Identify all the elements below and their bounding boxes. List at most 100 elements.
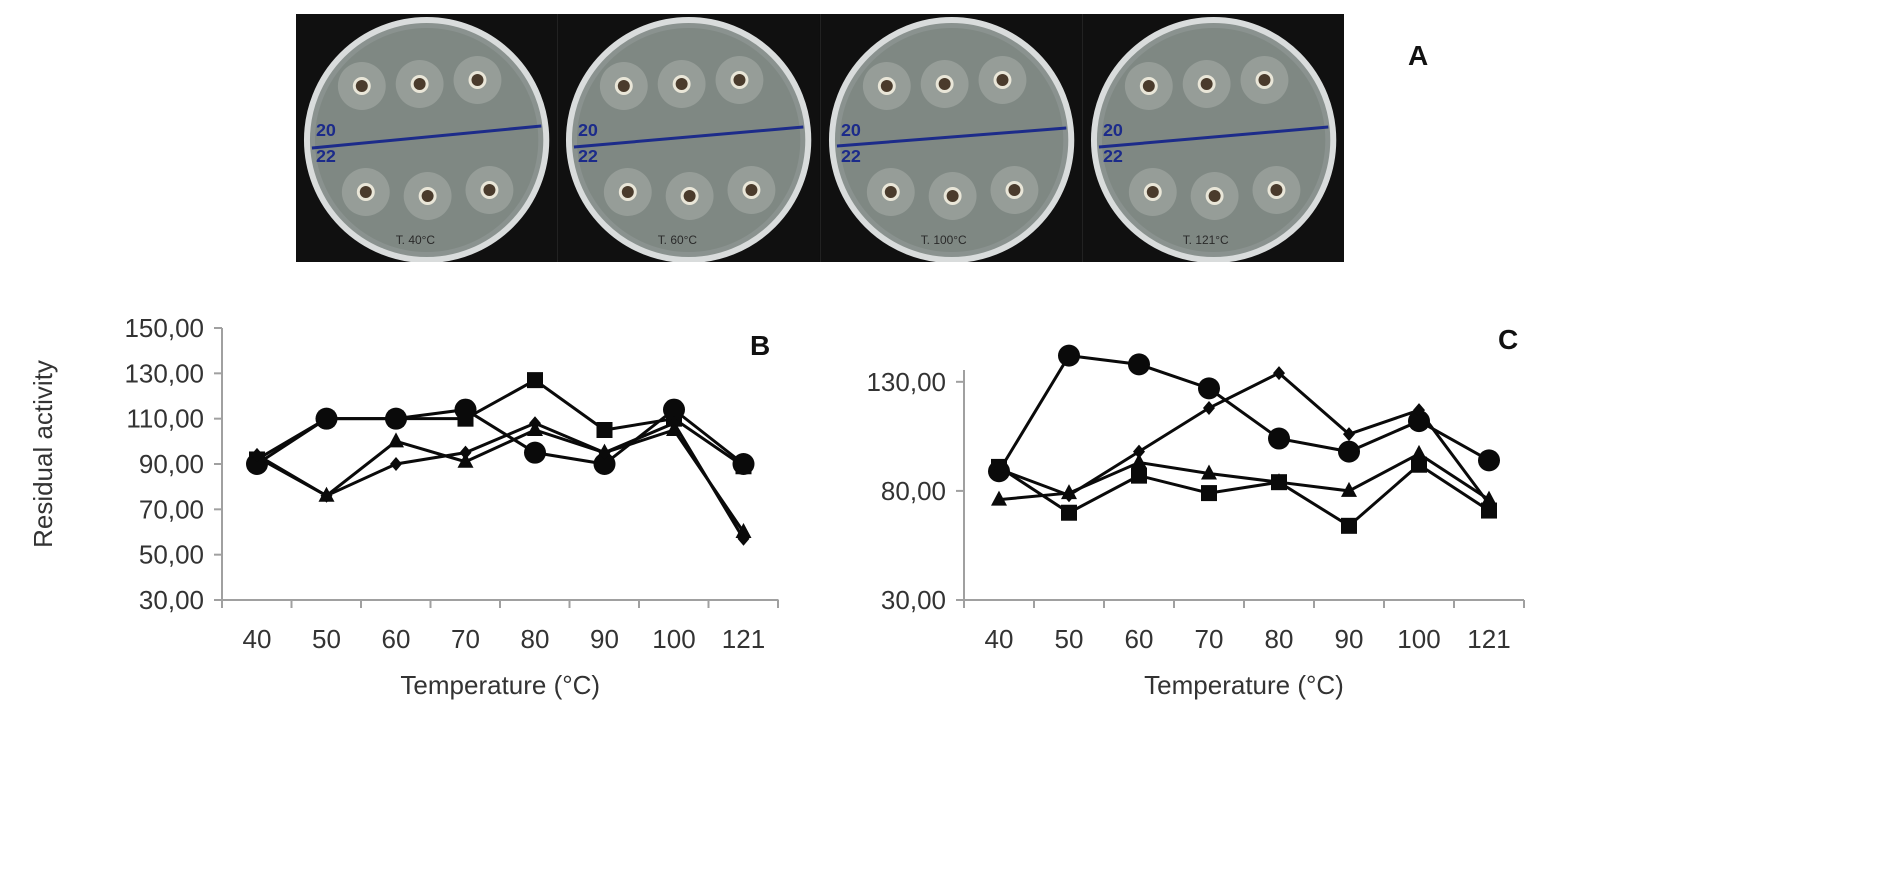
inhibition-zone <box>928 172 977 220</box>
square-marker-icon <box>596 422 613 438</box>
plate-photo: 20 22 T. 121°C <box>1082 14 1344 262</box>
square-marker-icon <box>527 372 543 389</box>
circle-marker-icon <box>1478 449 1500 472</box>
x-tick-label: 100 <box>652 624 695 654</box>
panel-label-b: B <box>750 330 771 361</box>
plate-bottom-label: 22 <box>840 146 860 166</box>
panel-label-a: A <box>1408 40 1429 71</box>
diamond-marker-icon <box>668 416 680 431</box>
y-tick-label: 130,00 <box>866 367 946 397</box>
inhibition-zone <box>395 60 444 108</box>
circle-marker-icon <box>1198 377 1220 400</box>
diamond-marker-icon <box>993 462 1005 477</box>
axes: 30,00 50,00 70,00 90,00 110,00 130,00 150,00 40… <box>28 313 779 700</box>
chart-panel-b: 30,00 50,00 70,00 90,00 110,00 130,00 150,00 40… <box>28 313 779 700</box>
x-tick-label: 80 <box>521 624 550 654</box>
x-tick-label: 121 <box>1467 624 1510 654</box>
circle-marker-icon <box>1338 440 1360 463</box>
inhibition-zone <box>403 172 452 220</box>
inhibition-zone <box>715 56 764 104</box>
square-marker-icon <box>1341 517 1357 534</box>
square-marker-icon <box>318 410 335 427</box>
y-tick-label: 30,00 <box>881 585 946 615</box>
diamond-marker-icon <box>529 416 541 431</box>
petri-dish: 20 22 T. 40°C <box>304 17 550 262</box>
triangle-marker-icon <box>457 452 474 468</box>
plate-caption: T. 40°C <box>396 233 436 247</box>
square-marker-icon <box>1061 504 1077 521</box>
y-tick-label: 50,00 <box>139 540 204 570</box>
x-tick-label: 70 <box>451 624 480 654</box>
triangle-marker-icon <box>1271 473 1287 489</box>
divider-line <box>574 125 804 149</box>
petri-dish: 20 22 T. 100°C <box>828 17 1074 262</box>
y-tick-label: 80,00 <box>881 476 946 506</box>
triangle-marker-icon <box>388 432 404 448</box>
inhibition-zone <box>337 62 386 110</box>
plate-top-label: 20 <box>840 120 860 140</box>
diamond-marker-icon <box>1343 427 1355 442</box>
divider-line <box>836 126 1066 148</box>
x-tick-label: 50 <box>1055 624 1084 654</box>
square-marker-icon <box>457 410 474 427</box>
inhibition-zone <box>1240 56 1289 104</box>
x-tick-label: 50 <box>312 624 341 654</box>
series-line <box>256 428 745 533</box>
plate-photo: 20 22 T. 60°C <box>558 14 821 262</box>
x-axis-title: Temperature (°C) <box>400 670 600 700</box>
circle-marker-icon <box>1058 344 1080 367</box>
x-tick-label: 90 <box>590 624 619 654</box>
square-marker-icon <box>735 458 752 475</box>
diamond-marker-icon <box>1273 366 1285 381</box>
triangle-marker-icon <box>1341 481 1357 497</box>
series-line <box>997 354 1490 473</box>
plate-top-label: 20 <box>1103 120 1123 140</box>
x-tick-label: 121 <box>722 624 765 654</box>
inhibition-zone <box>665 172 714 220</box>
plate-bottom-label: 22 <box>316 146 336 166</box>
petri-dish: 20 22 T. 121°C <box>1090 17 1336 262</box>
diamond-marker-icon <box>459 445 472 460</box>
diamond-marker-icon <box>390 457 402 471</box>
series-line <box>256 421 745 540</box>
square-marker-icon <box>388 410 404 427</box>
series-line <box>998 371 1491 505</box>
inhibition-zone <box>453 56 502 104</box>
plate-caption: T. 60°C <box>658 233 698 247</box>
inhibition-zone <box>604 168 652 216</box>
plate-caption: T. 121°C <box>1182 233 1228 247</box>
series-diamond <box>993 366 1495 511</box>
diamond-marker-icon <box>1413 403 1425 418</box>
triangle-marker-icon <box>991 490 1007 506</box>
diamond-marker-icon <box>598 445 611 460</box>
x-tick-label: 40 <box>985 624 1014 654</box>
triangle-marker-icon <box>1201 464 1217 480</box>
square-marker-icon <box>1411 456 1427 473</box>
inhibition-zone <box>341 168 390 216</box>
inhibition-zone <box>465 166 514 214</box>
inhibition-zone <box>1252 166 1301 214</box>
plate-top-label: 20 <box>316 120 336 140</box>
plate-photo: 20 22 T. 100°C <box>820 14 1083 262</box>
diamond-marker-icon <box>1203 401 1215 415</box>
inhibition-zone <box>1182 60 1231 108</box>
inhibition-zone <box>600 62 648 110</box>
inhibition-zone <box>990 166 1038 214</box>
inhibition-zone <box>866 168 915 216</box>
inhibition-zone <box>1128 168 1177 216</box>
axes: 30,00 80,00 130,00 40 50 60 70 80 90 100 121 Temper… <box>866 367 1525 700</box>
x-tick-label: 60 <box>382 624 411 654</box>
diamond-marker-icon <box>737 531 750 546</box>
x-tick-label: 80 <box>1265 624 1294 654</box>
y-tick-label: 70,00 <box>139 494 204 524</box>
series-line <box>998 462 1490 528</box>
diamond-marker-icon <box>1133 444 1145 459</box>
inhibition-zone <box>1190 172 1239 220</box>
inhibition-zone <box>920 60 969 108</box>
series-line <box>256 378 745 468</box>
y-tick-label: 30,00 <box>139 585 204 615</box>
diamond-marker-icon <box>320 488 333 503</box>
inhibition-zone <box>862 62 911 110</box>
panel-label-c: C <box>1498 324 1519 355</box>
inhibition-zone <box>978 56 1026 104</box>
